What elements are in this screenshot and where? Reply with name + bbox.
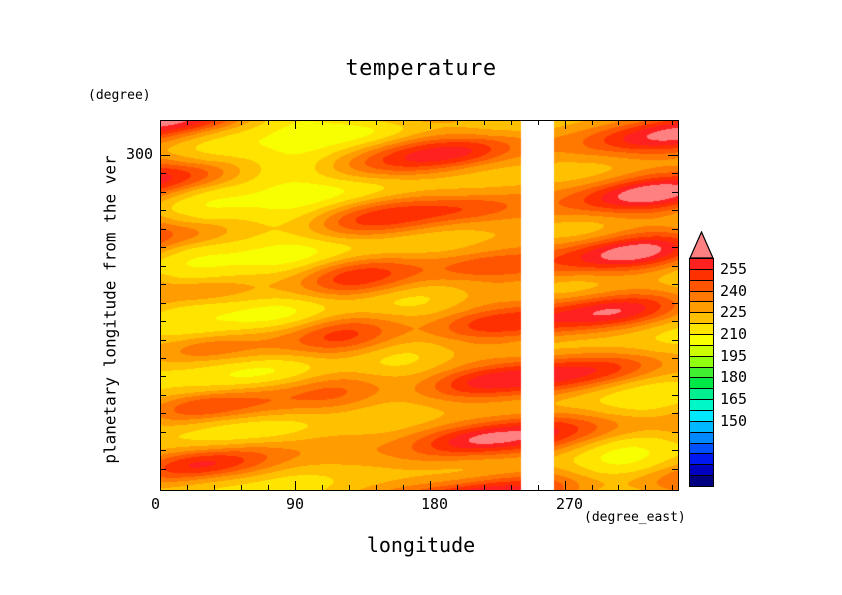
tick-mark xyxy=(484,485,485,490)
tick-mark xyxy=(214,120,215,125)
tick-mark xyxy=(457,485,458,490)
y-axis-unit-label: (degree) xyxy=(88,88,151,103)
tick-mark xyxy=(672,303,678,304)
tick-mark xyxy=(672,173,678,174)
tick-mark xyxy=(349,120,350,125)
tick-mark xyxy=(376,120,377,125)
tick-mark xyxy=(187,485,188,490)
tick-mark xyxy=(484,120,485,125)
x-tick-label-180: 180 xyxy=(421,495,449,513)
tick-mark xyxy=(295,481,296,490)
tick-mark xyxy=(160,229,166,230)
x-tick-label-90: 90 xyxy=(286,495,305,513)
tick-mark xyxy=(160,481,161,490)
tick-mark xyxy=(160,395,166,396)
tick-mark xyxy=(160,413,166,414)
tick-mark xyxy=(672,469,678,470)
tick-mark xyxy=(403,485,404,490)
colorbar-label-210: 210 xyxy=(720,325,748,343)
tick-mark xyxy=(160,284,166,285)
tick-mark xyxy=(160,303,166,304)
colorbar-label-255: 255 xyxy=(720,259,748,278)
tick-mark xyxy=(672,321,678,322)
tick-mark xyxy=(160,358,166,359)
colorbar-label-150: 150 xyxy=(720,411,748,430)
tick-mark xyxy=(349,485,350,490)
tick-mark xyxy=(645,485,646,490)
tick-mark xyxy=(672,376,678,377)
tick-mark xyxy=(241,120,242,125)
chart-title: temperature xyxy=(345,56,497,81)
tick-mark xyxy=(322,120,323,125)
colorbar-label-225: 225 xyxy=(720,303,748,322)
tick-mark xyxy=(672,284,678,285)
tick-mark xyxy=(160,173,166,174)
tick-mark xyxy=(430,481,431,490)
tick-mark xyxy=(538,120,539,125)
tick-mark xyxy=(645,120,646,125)
x-axis-title: longitude xyxy=(366,533,476,557)
y-tick-label-300: 300 xyxy=(126,145,154,163)
tick-mark xyxy=(618,485,619,490)
colorbar-over-arrow-icon xyxy=(689,231,714,259)
tick-mark xyxy=(160,340,166,341)
tick-mark xyxy=(672,432,678,433)
colorbar-label-240: 240 xyxy=(720,281,748,300)
colorbar[interactable] xyxy=(689,258,714,487)
tick-mark xyxy=(672,485,673,490)
tick-mark xyxy=(160,321,166,322)
tick-mark xyxy=(672,229,678,230)
tick-mark xyxy=(295,120,296,129)
colorbar-label-165: 165 xyxy=(720,390,748,409)
tick-mark xyxy=(160,192,166,193)
tick-mark xyxy=(160,120,161,129)
tick-mark xyxy=(160,469,166,470)
tick-mark xyxy=(241,485,242,490)
tick-mark xyxy=(457,120,458,125)
tick-mark xyxy=(672,192,678,193)
contour-plot-area[interactable] xyxy=(160,120,679,491)
tick-mark xyxy=(565,120,566,129)
tick-mark xyxy=(160,432,166,433)
tick-mark xyxy=(618,120,619,125)
tick-mark xyxy=(403,120,404,125)
tick-mark xyxy=(160,155,170,156)
tick-mark xyxy=(214,485,215,490)
tick-mark xyxy=(565,481,566,490)
tick-mark xyxy=(160,376,166,377)
tick-mark xyxy=(376,485,377,490)
tick-mark xyxy=(672,395,678,396)
tick-mark xyxy=(511,485,512,490)
tick-mark xyxy=(672,358,678,359)
tick-mark xyxy=(268,120,269,125)
tick-mark xyxy=(160,266,166,267)
x-axis-unit-label: (degree_east) xyxy=(584,510,686,525)
tick-mark xyxy=(322,485,323,490)
tick-mark xyxy=(672,210,678,211)
tick-mark xyxy=(592,485,593,490)
tick-mark xyxy=(187,120,188,125)
tick-mark xyxy=(160,450,166,451)
tick-mark xyxy=(672,266,678,267)
tick-mark xyxy=(672,413,678,414)
x-tick-label-270: 270 xyxy=(556,495,584,513)
colorbar-band xyxy=(689,475,714,487)
tick-mark xyxy=(672,450,678,451)
tick-mark xyxy=(268,485,269,490)
tick-mark xyxy=(668,155,678,156)
tick-mark xyxy=(592,120,593,125)
tick-mark xyxy=(511,120,512,125)
tick-mark xyxy=(672,340,678,341)
tick-mark xyxy=(538,485,539,490)
temperature-field-canvas xyxy=(161,121,678,490)
tick-mark xyxy=(672,120,673,125)
tick-mark xyxy=(160,247,166,248)
x-tick-label-0: 0 xyxy=(151,495,161,513)
tick-mark xyxy=(160,210,166,211)
colorbar-label-180: 180 xyxy=(720,368,748,387)
tick-mark xyxy=(672,247,678,248)
y-axis-title: planetary longitude from the ver xyxy=(100,155,120,464)
colorbar-label-195: 195 xyxy=(720,346,748,365)
tick-mark xyxy=(430,120,431,129)
